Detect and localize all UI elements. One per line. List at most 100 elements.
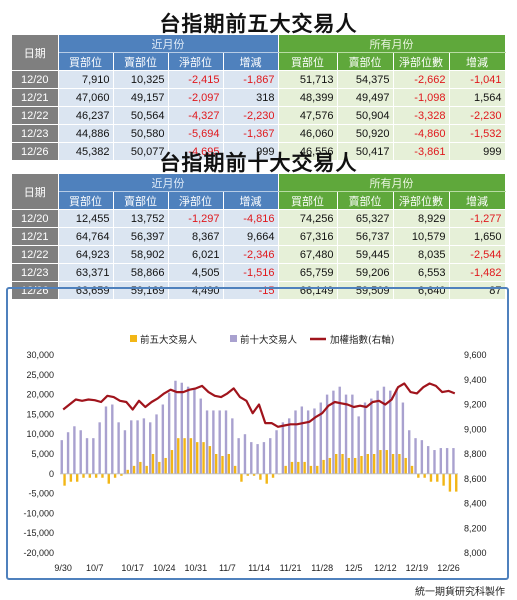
table-cell: -1,098 — [393, 88, 450, 107]
table-cell: 1,564 — [449, 88, 506, 107]
row-date: 12/20 — [12, 70, 59, 89]
row-date: 12/26 — [12, 142, 59, 161]
bar-top10 — [357, 416, 360, 474]
table-row: 12/21 64,764 56,397 8,367 9,664 67,316 56,737 1… — [12, 227, 506, 246]
table-cell: 65,327 — [337, 209, 394, 228]
bar-top10 — [199, 398, 202, 474]
x-tick-label: 10/7 — [86, 563, 104, 573]
bar-top5 — [284, 465, 287, 474]
bar-top5 — [139, 461, 142, 474]
table-cell: 64,764 — [58, 227, 114, 246]
bar-top5 — [335, 454, 338, 474]
row-date: 12/22 — [12, 245, 59, 264]
table-cell: 51,713 — [278, 70, 338, 89]
bar-top10 — [256, 444, 259, 474]
y-left-tick-label: -20,000 — [23, 548, 54, 558]
bar-top10 — [313, 408, 316, 474]
table-cell: 46,237 — [58, 106, 114, 125]
bar-top10 — [180, 382, 183, 474]
y-left-tick-label: 15,000 — [26, 409, 54, 419]
bar-top5 — [151, 454, 155, 474]
table-cell: -4,816 — [223, 209, 279, 228]
bar-top5 — [189, 438, 193, 474]
table-cell: -1,277 — [449, 209, 506, 228]
table-cell: 46,060 — [278, 124, 338, 143]
y-right-tick-label: 8,000 — [464, 548, 487, 558]
table-cell: 58,866 — [113, 263, 169, 282]
footer-credit: 統一期貨研究科製作 — [415, 587, 505, 598]
bar-top5 — [379, 450, 382, 474]
table-cell: 74,256 — [278, 209, 338, 228]
table-cell: -15 — [223, 281, 279, 300]
table-row: 12/23 63,371 58,866 4,505 -1,516 65,759 59,206… — [12, 263, 506, 282]
all-months-header: 所有月份 — [278, 174, 506, 192]
table-cell: 50,920 — [337, 124, 394, 143]
column-header: 買部位 — [58, 191, 114, 210]
bar-top5 — [252, 473, 256, 476]
table-cell: 4,505 — [168, 263, 224, 282]
table-cell: 46,556 — [278, 142, 338, 161]
chart-frame: -20,000 -15,000 -10,000 -5,000 0 5,000 10,000 1… — [6, 287, 509, 580]
bar-top5 — [297, 461, 300, 474]
column-header: 買部位 — [278, 191, 338, 210]
bar-top5 — [88, 473, 92, 478]
y-left-tick-label: -10,000 — [23, 508, 54, 518]
bar-top5 — [353, 457, 357, 474]
table-cell: -4,327 — [168, 106, 224, 125]
bar-top5 — [107, 473, 110, 484]
column-header: 賣部位 — [113, 191, 169, 210]
x-tick-label: 12/26 — [437, 563, 460, 573]
bar-top5 — [82, 473, 85, 478]
bar-top5 — [75, 473, 79, 482]
table2-title: 台指期前十大交易人 — [159, 151, 358, 175]
bar-top10 — [426, 446, 430, 474]
y-right-tick-label: 8,400 — [464, 499, 487, 509]
row-date: 12/23 — [12, 263, 59, 282]
bar-top5 — [448, 473, 452, 492]
bar-top10 — [319, 402, 322, 474]
table-cell: 56,737 — [337, 227, 394, 246]
bar-top10 — [155, 414, 158, 474]
table-row: 12/22 46,237 50,564 -4,327 -2,230 47,576 50,90… — [12, 106, 506, 125]
x-tick-label: 12/12 — [374, 563, 397, 573]
table-cell: 50,580 — [113, 124, 169, 143]
x-tick-label: 11/28 — [311, 563, 333, 573]
column-header: 增減 — [449, 52, 506, 71]
bar-top10 — [395, 388, 398, 474]
bar-top10 — [73, 426, 76, 474]
bar-top10 — [325, 394, 329, 474]
bar-top5 — [208, 446, 212, 474]
table-cell: 45,382 — [58, 142, 114, 161]
y-left-tick-label: -15,000 — [23, 528, 54, 538]
column-header: 賣部位 — [113, 52, 169, 71]
table-cell: 12,455 — [58, 209, 114, 228]
bar-top5 — [202, 442, 205, 474]
table-cell: 50,564 — [113, 106, 169, 125]
table-cell: 8,929 — [393, 209, 450, 228]
table-cell: -2,662 — [393, 70, 450, 89]
row-date: 12/21 — [12, 227, 59, 246]
bar-top10 — [136, 420, 139, 474]
x-tick-label: 10/17 — [121, 563, 144, 573]
bar-top5 — [410, 465, 414, 474]
table-cell: 59,445 — [337, 245, 394, 264]
table-cell: 56,397 — [113, 227, 169, 246]
bar-top10 — [382, 386, 386, 474]
bar-top10 — [306, 410, 310, 474]
bar-top10 — [376, 390, 379, 474]
table-cell: 8,035 — [393, 245, 450, 264]
bar-top5 — [164, 457, 167, 474]
table-cell: 87 — [449, 281, 506, 300]
y-left-tick-label: 20,000 — [26, 390, 54, 400]
table-cell: 999 — [223, 142, 279, 161]
table-cell: 10,579 — [393, 227, 450, 246]
y-left-tick-label: 25,000 — [26, 370, 54, 380]
bar-top5 — [347, 457, 351, 474]
bar-top10 — [370, 398, 373, 474]
table-row: 12/22 64,923 58,902 6,021 -2,346 67,480 59,445… — [12, 245, 506, 264]
legend-label: 前五大交易人 — [140, 334, 198, 346]
bar-top10 — [269, 438, 272, 474]
bar-top5 — [455, 473, 458, 492]
legend-label: 前十大交易人 — [240, 334, 298, 346]
x-tick-label: 10/24 — [153, 563, 176, 573]
